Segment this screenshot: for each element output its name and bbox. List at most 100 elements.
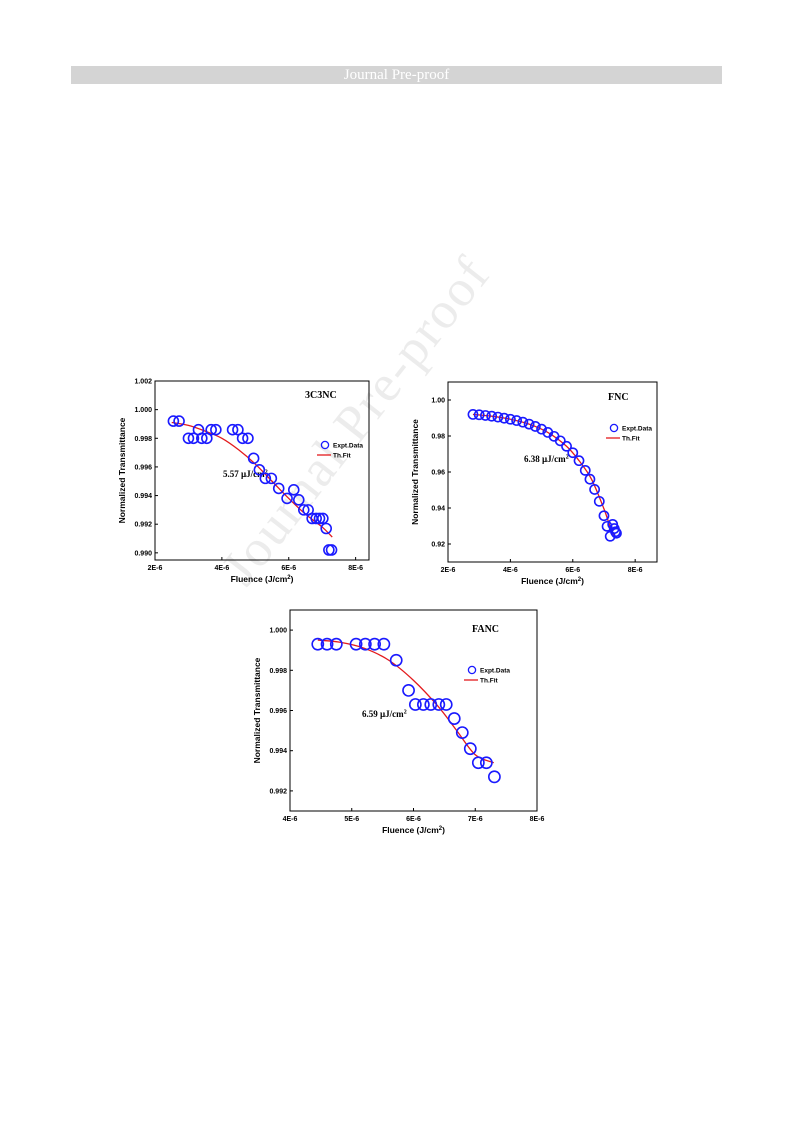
y-tick-label: 0.996: [134, 464, 152, 471]
chart-svg: 4E-6 5E-6 6E-6 7E-6 8E-6 0.992 0.994 0.996 0.998…: [252, 609, 545, 835]
data-point: [523, 418, 535, 430]
legend-label-fit: Th.Fit: [333, 452, 352, 459]
data-point: [504, 413, 516, 425]
data-point: [471, 756, 485, 770]
x-tick-label: 7E-6: [468, 816, 483, 823]
chart-panel-fnc: 2E-6 4E-6 6E-6 8E-6 0.92 0.94 0.96 0.98 1.00 Flue…: [402, 372, 667, 592]
data-point: [287, 484, 300, 496]
x-tick-label: 8E-6: [530, 816, 545, 823]
chart-title: 3C3NC: [305, 390, 337, 401]
data-point: [265, 472, 278, 485]
data-point: [325, 544, 338, 556]
data-point: [349, 637, 363, 651]
y-tick-label: 0.94: [431, 506, 445, 513]
x-axis-label: Fluence (J/cm2): [521, 576, 584, 586]
chart-panel-3c3nc: 2E-6 4E-6 6E-6 8E-6 0.990 0.992 0.994 0.996 0.99…: [110, 370, 380, 590]
data-point: [598, 510, 610, 522]
data-point: [486, 410, 498, 422]
data-point: [492, 411, 504, 423]
data-point: [210, 423, 222, 436]
data-point: [498, 412, 510, 424]
data-point: [584, 473, 596, 485]
legend-marker: [320, 440, 330, 450]
data-point: [272, 482, 285, 495]
x-tick-label: 6E-6: [281, 565, 296, 572]
data-point: [554, 435, 566, 447]
data-point: [320, 637, 334, 651]
data-point: [173, 415, 185, 427]
legend-label-fit: Th.Fit: [622, 435, 641, 442]
x-tick-label: 6E-6: [565, 567, 580, 574]
data-point: [511, 415, 523, 426]
data-point: [579, 464, 591, 476]
data-point: [480, 410, 491, 421]
data-point: [573, 455, 585, 467]
x-tick-label: 8E-6: [628, 567, 643, 574]
data-point: [205, 423, 217, 436]
data-point: [259, 472, 272, 485]
y-tick-label: 0.96: [431, 470, 445, 477]
x-tick-label: 8E-6: [348, 565, 363, 572]
data-point: [187, 432, 200, 445]
x-tick-label: 6E-6: [406, 816, 421, 823]
x-tick-label: 2E-6: [148, 565, 163, 572]
legend-label-fit: Th.Fit: [480, 677, 499, 684]
threshold-annotation: 6.38 µJ/cm2: [524, 454, 569, 464]
data-point: [536, 423, 547, 435]
y-axis-label: Normalized Transmittance: [117, 417, 127, 523]
y-tick-label: 0.92: [431, 542, 445, 549]
data-point: [455, 726, 469, 740]
legend-label-data: Expt.Data: [622, 425, 652, 432]
threshold-annotation: 6.59 µJ/cm2: [362, 709, 407, 719]
y-axis-label: Normalized Transmittance: [252, 657, 262, 763]
chart-svg: 2E-6 4E-6 6E-6 8E-6 0.990 0.992 0.994 0.996 0.99…: [117, 379, 370, 584]
data-point: [377, 637, 391, 651]
legend-marker: [467, 665, 477, 675]
data-point: [182, 432, 195, 445]
data-point: [432, 698, 446, 711]
chart-title: FANC: [472, 624, 499, 635]
y-tick-label: 0.992: [134, 522, 152, 529]
data-point: [479, 756, 493, 770]
data-point: [561, 440, 572, 452]
data-point: [247, 452, 260, 465]
fit-curve: [472, 413, 616, 538]
data-point: [281, 492, 293, 505]
y-axis-label: Normalized Transmittance: [410, 419, 420, 525]
threshold-annotation: 5.57 µJ/cm2: [223, 469, 268, 479]
data-point: [439, 698, 453, 711]
data-point: [310, 512, 322, 525]
data-point: [487, 770, 501, 784]
y-tick-label: 0.994: [134, 493, 152, 500]
x-axis-label: Fluence (J/cm2): [231, 574, 294, 584]
data-point: [593, 495, 605, 507]
data-point: [389, 653, 403, 667]
data-point: [467, 409, 479, 420]
data-point: [317, 512, 329, 525]
legend-label-data: Expt.Data: [480, 667, 510, 674]
data-point: [601, 520, 613, 532]
y-tick-label: 0.98: [431, 434, 445, 441]
y-tick-label: 0.990: [134, 550, 152, 557]
x-tick-label: 4E-6: [503, 567, 518, 574]
chart-panel-fanc: 4E-6 5E-6 6E-6 7E-6 8E-6 0.992 0.994 0.996 0.998…: [240, 600, 550, 845]
data-point: [329, 637, 343, 651]
y-tick-label: 1.000: [134, 407, 152, 414]
data-point: [408, 698, 422, 711]
y-tick-label: 0.994: [269, 748, 287, 755]
data-point: [320, 522, 332, 535]
x-tick-label: 4E-6: [214, 565, 229, 572]
data-point: [232, 423, 244, 436]
data-point: [424, 698, 438, 711]
journal-preproof-banner: Journal Pre-proof: [71, 66, 722, 84]
data-point: [196, 432, 208, 445]
data-point: [253, 463, 266, 476]
y-tick-label: 0.992: [269, 788, 287, 795]
y-tick-label: 1.000: [269, 628, 287, 635]
data-point: [567, 447, 579, 459]
chart-svg: 2E-6 4E-6 6E-6 8E-6 0.92 0.94 0.96 0.98 1.00 Flue…: [410, 381, 658, 586]
data-point: [236, 432, 249, 445]
x-tick-label: 4E-6: [283, 816, 298, 823]
data-point: [416, 698, 430, 711]
y-tick-label: 0.996: [269, 708, 287, 715]
